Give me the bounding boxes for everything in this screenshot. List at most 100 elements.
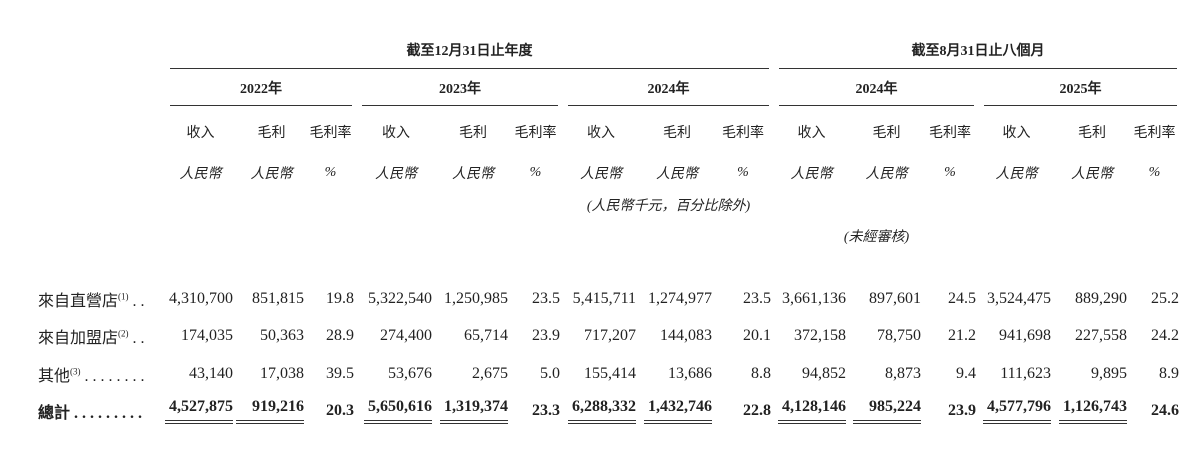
cell-value: 39.5	[326, 364, 354, 382]
cell-value: 21.2	[948, 327, 976, 345]
column-header: 收入	[186, 126, 215, 141]
table-row: 來自加盟店(2) . . 174,035 50,363 28.9 274,400 65,7…	[0, 318, 1182, 356]
table-cell: 717,207	[563, 318, 639, 356]
column-header: 毛利率	[722, 126, 764, 141]
table-cell: 144,083	[639, 318, 715, 356]
unit-label: 人民幣	[790, 167, 833, 182]
cell-value: 24.5	[948, 289, 976, 307]
unit-label: 人民幣	[179, 167, 222, 182]
unit-label: %	[324, 165, 337, 180]
cell-value: 889,290	[1075, 289, 1127, 307]
year-header: 2024年	[563, 72, 774, 112]
cell-value: 24.6	[1151, 402, 1179, 420]
year-header: 2023年	[357, 72, 563, 112]
year-label: 2024年	[568, 78, 769, 106]
year-header: 2024年	[774, 72, 979, 112]
cell-value: 8.8	[751, 364, 771, 382]
cell-value: 65,714	[464, 327, 508, 345]
column-header: 收入	[797, 126, 826, 141]
cell-value: 1,432,746	[644, 398, 712, 425]
cell-value: 1,319,374	[440, 398, 508, 425]
cell-value: 941,698	[999, 327, 1051, 345]
cell-value: 6,288,332	[568, 398, 636, 425]
table-cell: 3,661,136	[774, 280, 849, 318]
column-header: 毛利率	[1133, 126, 1176, 141]
unit-label: %	[944, 165, 956, 180]
cell-value: 4,310,700	[169, 289, 233, 307]
cell-value: 20.3	[326, 402, 354, 420]
table-cell: 3,524,475	[979, 280, 1054, 318]
cell-value: 17,038	[260, 364, 304, 382]
cell-value: 25.2	[1151, 289, 1179, 307]
cell-value: 23.5	[743, 289, 771, 307]
table-cell: 23.5	[715, 280, 774, 318]
table-cell: 274,400	[357, 318, 435, 356]
column-header: 毛利率	[929, 126, 971, 141]
table-cell: 6,288,332	[563, 393, 639, 431]
cell-value: 3,661,136	[782, 289, 846, 307]
column-header: 收入	[587, 126, 615, 141]
table-cell: 9,895	[1054, 355, 1130, 393]
year-header: 2022年	[165, 72, 357, 112]
cell-value: 1,274,977	[648, 289, 712, 307]
table-cell: 174,035	[165, 318, 236, 356]
table-cell: 28.9	[307, 318, 357, 356]
table-cell: 1,274,977	[639, 280, 715, 318]
table-cell: 155,414	[563, 355, 639, 393]
year-header-row: 2022年 2023年 2024年 2024年 2025年	[0, 72, 1182, 112]
year-label: 2025年	[984, 78, 1177, 106]
table-cell: 21.2	[924, 318, 979, 356]
cell-value: 9.4	[956, 364, 976, 382]
table-cell: 23.3	[511, 393, 563, 431]
currency-note: (人民幣千元，百分比除外)	[586, 199, 751, 214]
table-cell: 889,290	[1054, 280, 1130, 318]
table-cell: 4,577,796	[979, 393, 1054, 431]
total-row: 總計 . . . . . . . . . 4,527,875 919,216 20.3…	[0, 393, 1182, 431]
unit-row: 人民幣 人民幣% 人民幣 人民幣% 人民幣 人民幣% 人民幣 人民幣% 人民幣 人民幣%	[0, 152, 1182, 194]
row-label: 總計 . . . . . . . . .	[0, 393, 165, 431]
unit-label: 人民幣	[452, 167, 494, 182]
cell-value: 274,400	[380, 327, 432, 345]
cell-value: 24.2	[1151, 327, 1179, 345]
row-label-text: 來自加盟店	[38, 330, 119, 348]
table-cell: 1,432,746	[639, 393, 715, 431]
cell-value: 53,676	[388, 364, 432, 382]
unit-label: 人民幣	[250, 167, 293, 182]
cell-value: 4,128,146	[778, 398, 846, 425]
column-header-row: 收入 毛利 毛利率 收入 毛利 毛利率 收入 毛利 毛利率 收入 毛利 毛利率 收入 毛利 毛利率	[0, 112, 1182, 152]
cell-value: 23.5	[532, 289, 560, 307]
unit-label: %	[1148, 165, 1161, 180]
unaudited-row: (未經審核)	[0, 216, 1182, 256]
table-row: 其他(3) . . . . . . . . 43,140 17,038 39.5 53,…	[0, 355, 1182, 393]
year-header: 2025年	[979, 72, 1182, 112]
column-header: 毛利	[459, 126, 487, 141]
cell-value: 8.9	[1159, 364, 1179, 382]
table-cell: 5.0	[511, 355, 563, 393]
year-label: 2022年	[170, 78, 352, 106]
unit-label: %	[737, 165, 749, 180]
cell-value: 372,158	[794, 327, 846, 345]
table-cell: 9.4	[924, 355, 979, 393]
table-cell: 985,224	[849, 393, 924, 431]
cell-value: 227,558	[1075, 327, 1127, 345]
table-cell: 227,558	[1054, 318, 1130, 356]
year-label: 2024年	[779, 78, 974, 106]
table-cell: 43,140	[165, 355, 236, 393]
table-cell: 50,363	[236, 318, 307, 356]
table-cell: 1,126,743	[1054, 393, 1130, 431]
table-cell: 24.2	[1130, 318, 1182, 356]
table-cell: 1,319,374	[435, 393, 511, 431]
table-cell: 372,158	[774, 318, 849, 356]
unaudited-note: (未經審核)	[843, 230, 910, 245]
column-header: 毛利	[257, 126, 286, 141]
unit-label: 人民幣	[1071, 167, 1113, 182]
table-cell: 111,623	[979, 355, 1054, 393]
column-header: 收入	[382, 126, 410, 141]
table-cell: 13,686	[639, 355, 715, 393]
table-cell: 25.2	[1130, 280, 1182, 318]
revenue-gross-profit-table: 截至12月31日止年度 截至8月31日止八個月 2022年 2023年 2024年 202…	[0, 40, 1182, 430]
cell-value: 78,750	[877, 327, 921, 345]
table-cell: 23.9	[924, 393, 979, 431]
table-cell: 897,601	[849, 280, 924, 318]
unit-label: 人民幣	[656, 167, 698, 182]
